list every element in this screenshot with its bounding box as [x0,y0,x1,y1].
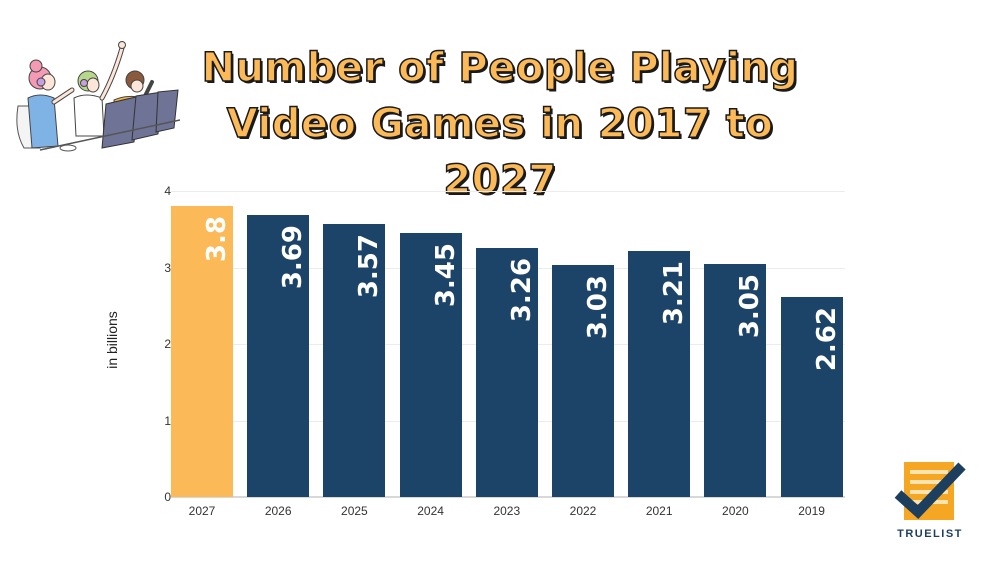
gamers-celebrating-illustration [16,41,180,152]
x-tick-2019: 2019 [798,504,825,518]
x-tick-2020: 2020 [722,504,749,518]
chart-title: Number of People Playing Video Games in … [180,40,820,208]
x-tick-2024: 2024 [417,504,444,518]
x-tick-2021: 2021 [645,504,673,518]
bar-value-label: 3.03 [583,275,613,340]
x-tick-2023: 2023 [493,504,521,518]
bar-value-label: 3.45 [430,243,461,308]
bar-value-label: 3.26 [506,257,537,322]
y-tick-2: 2 [164,337,171,351]
y-tick-0: 0 [164,490,171,504]
x-tick-2026: 2026 [264,504,292,518]
bar-value-label: 3.57 [354,233,385,299]
y-axis-label: in billions [104,311,120,369]
bar-chart: in billions 0 1 2 3 4 3.8 3.69 3.57 3.45 3.2… [100,180,860,520]
x-tick-2022: 2022 [569,504,597,518]
bar-2026: 3.69 [247,214,310,497]
plot-area: 3.8 3.69 3.57 3.45 3.26 3.03 3.21 3.05 2.62 [171,191,845,498]
y-tick-1: 1 [164,413,171,428]
bar-2022: 3.03 [552,265,614,497]
x-tick-2027: 2027 [188,504,216,518]
bar-value-label: 2.62 [811,306,842,371]
bar-value-label: 3.69 [278,224,309,289]
y-tick-3: 3 [164,260,171,275]
logo-text: TRUELIST [897,528,963,540]
bar-value-label: 3.8 [202,216,232,263]
bar-2027: 3.8 [171,206,233,497]
bar-2024: 3.45 [399,233,462,497]
x-axis-line [171,496,845,498]
truelist-logo: TRUELIST [890,458,970,548]
x-tick-2025: 2025 [341,504,368,518]
bar-value-label: 3.21 [659,261,690,326]
bar-2019: 2.62 [780,296,843,497]
gridline-4 [171,191,845,192]
bar-2023: 3.26 [475,247,538,497]
bar-2021: 3.21 [628,251,691,497]
bar-2020: 3.05 [704,263,767,497]
title-line-1: Number of People Playing [201,44,799,92]
title-line-2: Video Games in 2017 to 2027 [226,100,774,204]
checkmark-list-icon [894,462,966,520]
bar-2025: 3.57 [323,223,386,497]
y-tick-4: 4 [164,184,171,198]
bar-value-label: 3.05 [735,273,766,338]
